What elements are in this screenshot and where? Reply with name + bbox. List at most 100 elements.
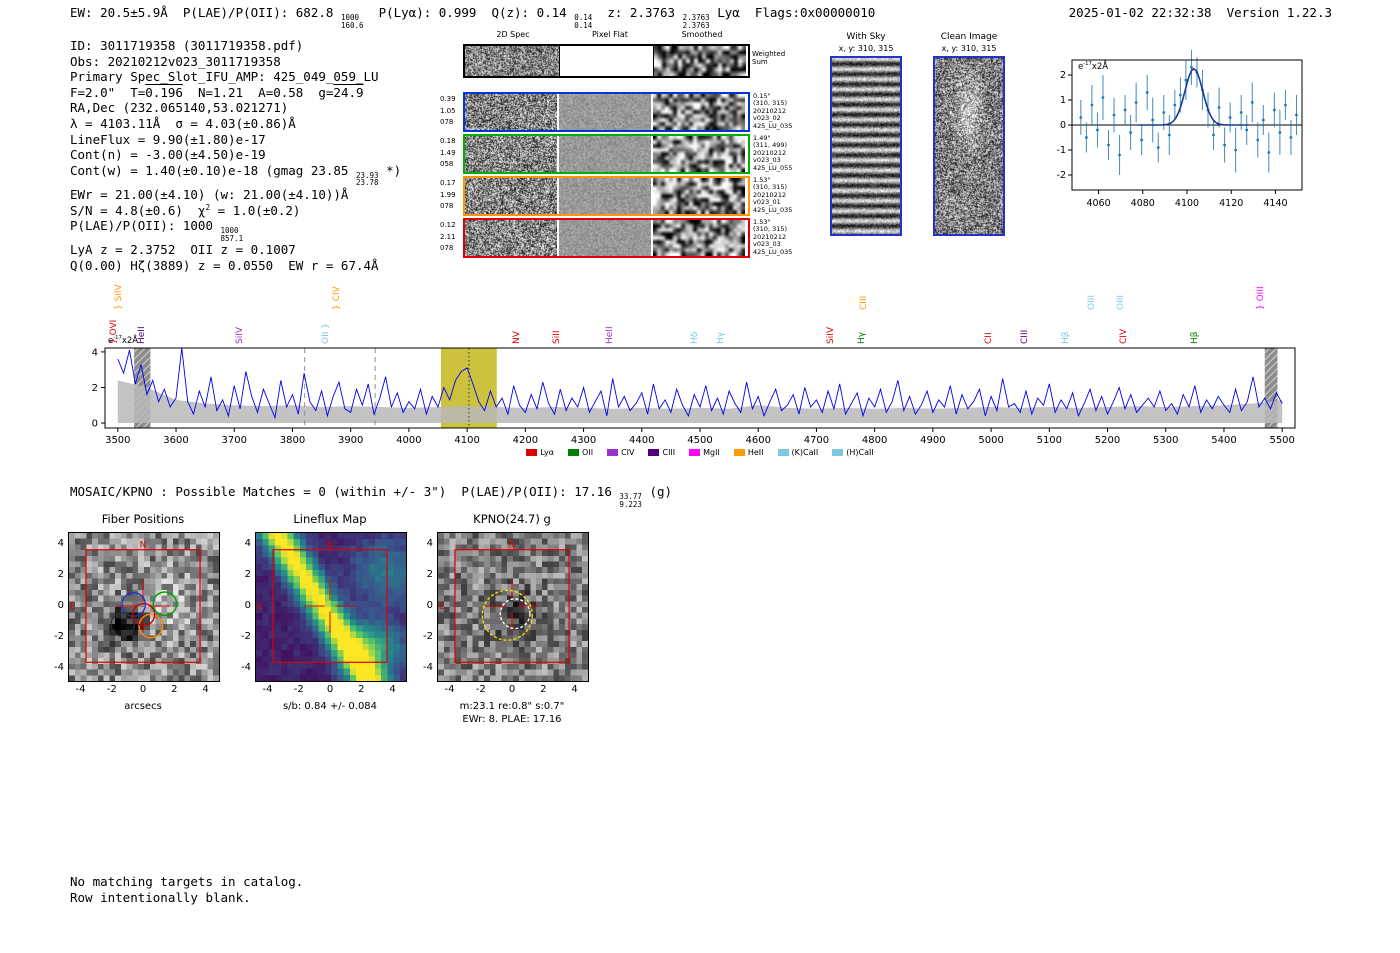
spec2d-row-fiber-stats: 0.17 1.99 078 [440,179,456,210]
info-line: λ = 4103.11Å σ = 4.03(±0.86)Å [70,115,296,131]
x-tick-label: 2 [358,684,365,695]
data-point [1084,136,1088,139]
spec2d-row-meta: 0.15" (310, 315) 20210212 v023_02 425_LU_035 [753,92,793,130]
data-point [1289,136,1293,139]
smoothed-weighted-image [654,46,746,76]
full-spectrum-chart: 3500 3600 3700 3800 3900 4000 4100 4200 4300 4400… [92,347,1296,446]
emission-line-label: SiII [551,330,562,344]
data-point [1223,143,1226,147]
x-tick-label: 4500 [687,435,712,446]
weighted-label-line2: Sum [752,58,768,66]
y-tick-label: 2 [244,569,251,581]
cutout-title: Fiber Positions [101,512,185,526]
info-line: RA,Dec (232.065140,53.021271) [70,100,289,116]
emission-line-label: CIII [859,295,870,310]
with-sky-coords: x, y: 310, 315 [838,44,894,53]
emission-line-label: SiIV [234,326,245,344]
spec2d-row-fiber-stats: 0.39 1.05 078 [440,95,456,126]
legend-label: MgII [703,448,720,457]
x-tick-label: 5300 [1153,435,1178,446]
emission-line-label: SiIV [826,326,837,344]
x-tick-label: 3900 [338,435,363,446]
legend-label: (H)CaII [846,448,874,457]
data-point [1250,101,1254,104]
x-tick-label: 4800 [862,435,887,446]
spec2d-image [465,136,557,172]
weighted-label-line1: Weighted [752,50,786,58]
y-tick-label: 0 [426,600,433,611]
smoothed-image [653,220,745,256]
emission-line-label: CII [983,332,994,344]
detection-info: ID: 3011719358 (3011719358.pdf) Obs: 2021… [70,38,401,274]
x-tick-label: 5100 [1037,435,1062,446]
data-point [1118,153,1121,157]
data-point [1295,113,1298,117]
spec2d-col-header-smoothed: Smoothed [681,30,723,39]
spec2d-row-fiber-stats: 0.12 2.11 078 [440,221,456,252]
compass-east-label: E [439,602,445,612]
legend-swatch [689,449,701,456]
data-point [1173,103,1177,107]
data-point [1123,108,1127,112]
data-point [1212,133,1215,137]
info-line: Obs: 20210212v023_3011719358 [70,53,281,69]
emission-line-label: CIV [1119,328,1130,344]
clean-image [935,58,1003,234]
cutout-xlabel: s/b: 0.84 +/- 0.084 [282,701,378,712]
legend-item: MgII [689,448,720,457]
smoothed-image [653,136,745,172]
data-point [1234,148,1238,152]
smoothed-image [653,94,745,130]
legend-swatch [568,449,580,456]
y-tick-label: -4 [241,661,251,673]
x-tick-label: 4 [389,684,396,695]
x-tick-label: -2 [106,684,117,695]
emission-line-label: Hβ [1190,331,1201,344]
info-line: LyA z = 2.3752 OII z = 0.1007 [70,242,296,258]
spec2d-row-fiber-stats: 0.18 1.49 058 [440,137,456,168]
spec2d-row-meta: 1.53" (310, 315) 20210212 v023_01 425_LU_035 [753,176,793,214]
y-tick-label: 4 [57,538,64,550]
info-line: P(LAE)/P(OII): 1000 1000 857.1 [70,218,244,243]
legend-label: OII [582,448,594,457]
legend-swatch [777,449,789,456]
spec2d-row [463,92,750,132]
y-tick-label: 0 [244,600,251,611]
kpno-cutout: KPNO(24.7) g N E -4 -4 -2 -2 0 0 2 2 4 4 m:23.1 re:0.… [407,506,619,725]
x-tick-label: 2 [171,684,178,695]
smoothed-image [653,178,745,214]
y-tick-label: 4 [244,538,251,550]
spec2d-image [465,220,557,256]
legend-label: HeII [747,448,764,457]
emission-line-label: } SiIV [114,284,125,310]
x-tick-label: 0 [326,684,334,695]
pixel-flat-image [559,136,651,172]
cutout-image [255,532,407,682]
aperture-circle [499,598,531,630]
x-tick-label: 4700 [804,435,829,446]
info-line: Cont(w) = 1.40(±0.10)e-18 (gmag 23.85 23… [70,162,402,188]
spec2d-row [463,134,750,174]
x-tick-label: -2 [475,684,486,695]
y-tick-label: 4 [92,347,98,358]
weighted-sum-row [463,44,750,78]
legend-item: (H)CaII [832,448,874,457]
compass-north-label: N [140,540,147,550]
cutout-xlabel: m:23.1 re:0.8" s:0.7" [459,701,565,712]
data-point [1162,111,1166,114]
data-point [1190,66,1193,69]
mosaic-matches-line: MOSAIC/KPNO : Possible Matches = 0 (with… [70,484,673,509]
y-tick-label: 4 [426,538,433,550]
spec2d-image [465,178,557,214]
compass-north-label: N [509,540,516,550]
emission-line-label: } OIII [1255,286,1266,310]
y-tick-label: 2 [1060,70,1066,81]
data-point [1239,111,1243,114]
data-point [1178,93,1182,97]
footer-line: No matching targets in catalog. [70,874,304,889]
data-point [1107,143,1110,147]
legend-item: Lyα [526,448,554,457]
x-tick-label: 4140 [1263,198,1287,209]
weighted-sum-label: Weighted Sum [752,50,785,66]
data-point [1267,151,1271,154]
